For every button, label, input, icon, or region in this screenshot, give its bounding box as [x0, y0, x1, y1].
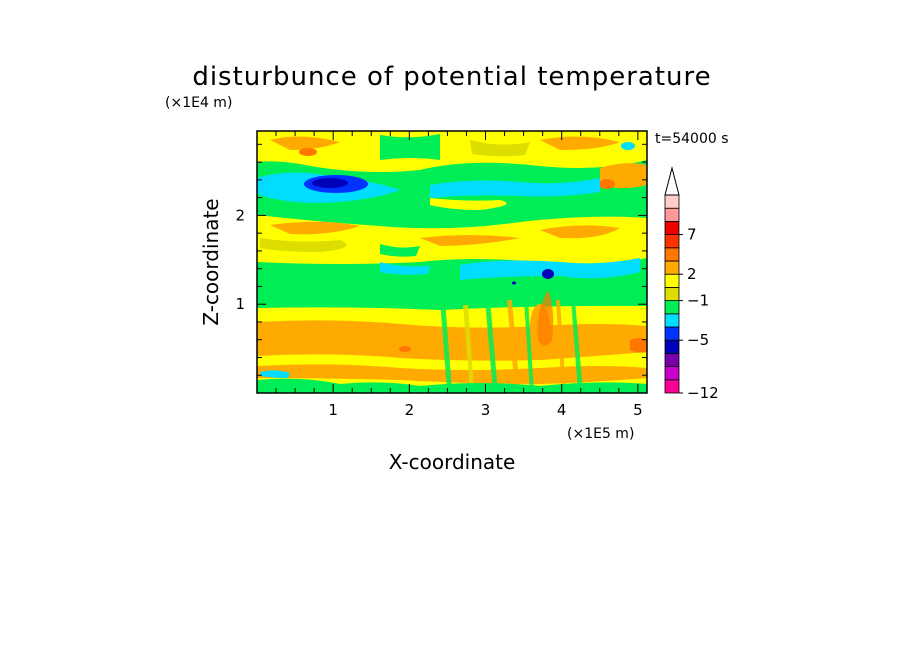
colorbar-swatch: [664, 247, 680, 262]
plot-frame: [256, 130, 648, 394]
colorbar-swatch: [664, 326, 680, 341]
colorbar-arrow: [664, 166, 680, 196]
colorbar-label: −1: [687, 292, 709, 310]
colorbar-label: −5: [687, 331, 709, 349]
x-tick-label: 4: [557, 401, 567, 419]
x-tick-label: 2: [405, 401, 415, 419]
x-axis-label: X-coordinate: [389, 450, 516, 474]
colorbar-swatch: [664, 352, 680, 367]
colorbar-swatch: [664, 300, 680, 315]
colorbar-swatch: [664, 207, 680, 222]
y-tick-label: 2: [235, 206, 245, 224]
x-tick-label: 5: [633, 401, 643, 419]
y-unit-label: (×1E4 m): [165, 95, 232, 111]
colorbar-swatch: [664, 339, 680, 354]
colorbar-swatch: [664, 379, 680, 394]
colorbar-labels: 7 2 −1 −5 −12: [679, 226, 719, 402]
y-axis-label: Z-coordinate: [199, 198, 223, 325]
colorbar-swatch: [664, 313, 680, 328]
x-unit-label: (×1E5 m): [567, 426, 634, 442]
x-tick-label: 1: [328, 401, 338, 419]
x-tick-label: 3: [481, 401, 491, 419]
y-tick-label: 1: [235, 295, 245, 313]
colorbar-label: −12: [687, 384, 719, 402]
x-axis: 1 2 3 4 5: [275, 131, 643, 419]
chart-title: disturbunce of potential temperature: [192, 62, 711, 92]
y-axis: 12: [235, 143, 647, 376]
colorbar-swatch: [664, 194, 680, 209]
colorbar-label: 2: [687, 265, 697, 283]
colorbar-swatch: [664, 234, 680, 249]
time-label: t=54000 s: [655, 131, 729, 147]
contour-field: [257, 131, 647, 393]
colorbar-swatch: [664, 273, 680, 288]
colorbar-label: 7: [687, 226, 697, 244]
colorbar-swatch: [664, 220, 680, 235]
colorbar: [664, 194, 680, 394]
colorbar-swatch: [664, 260, 680, 275]
colorbar-swatch: [664, 366, 680, 381]
colorbar-swatch: [664, 286, 680, 301]
